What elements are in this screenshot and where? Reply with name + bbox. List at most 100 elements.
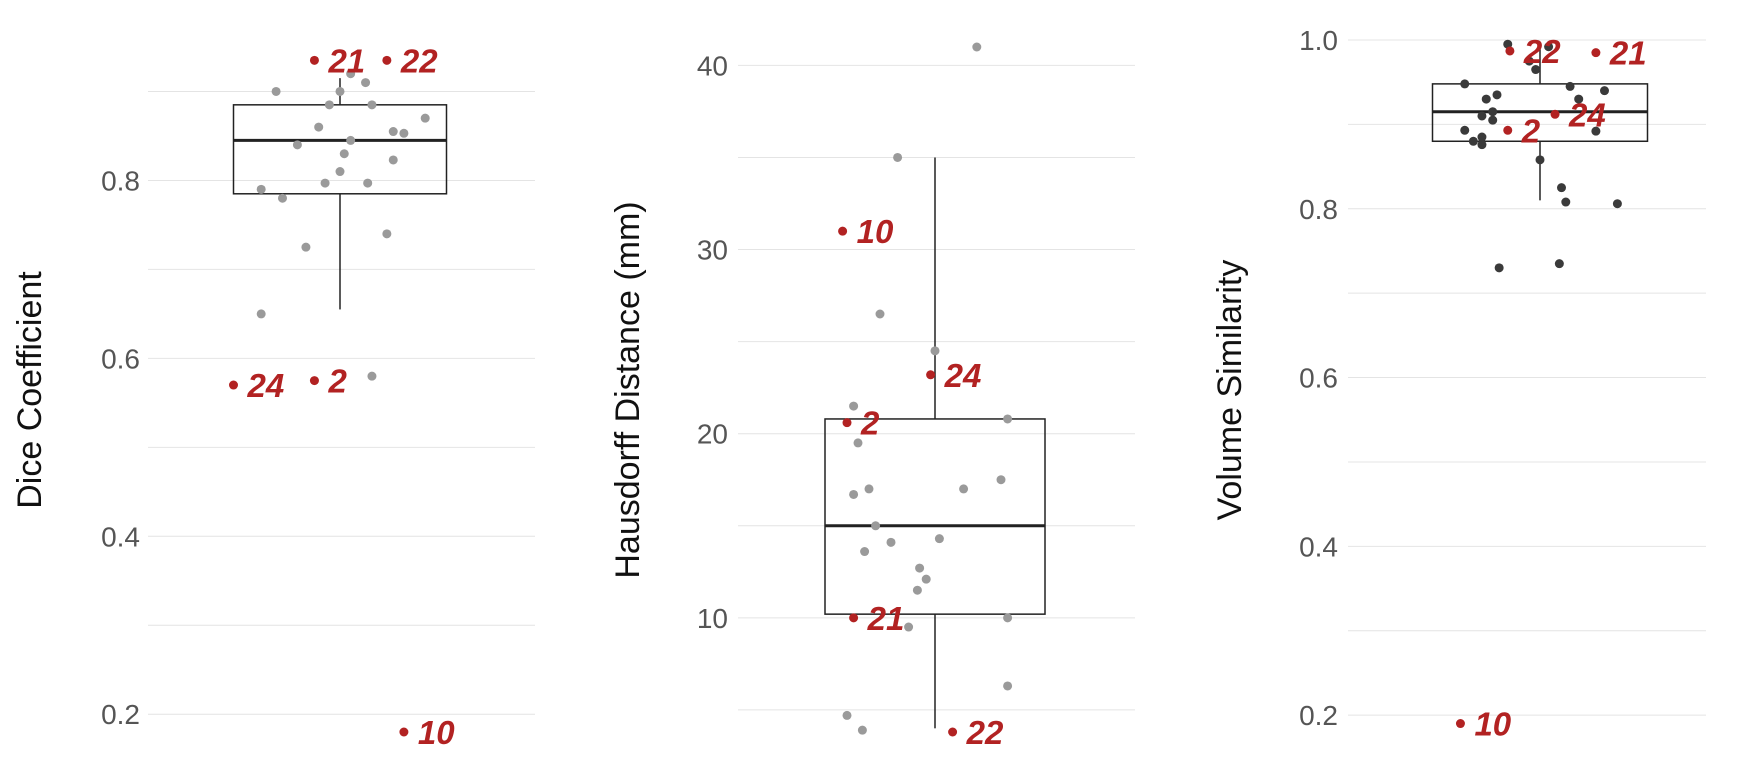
data-point bbox=[959, 484, 969, 494]
y-tick-label: 0.8 bbox=[1299, 194, 1338, 225]
data-point bbox=[256, 184, 266, 194]
data-point bbox=[324, 100, 334, 110]
highlight-label: 2 bbox=[860, 405, 880, 442]
highlight-point bbox=[842, 418, 852, 428]
data-point bbox=[301, 242, 311, 252]
highlight-point bbox=[926, 370, 936, 380]
y-axis-title: Volume Similarity bbox=[1211, 260, 1249, 521]
data-point bbox=[1591, 126, 1601, 136]
highlight-label: 10 bbox=[418, 714, 455, 751]
y-tick-label: 20 bbox=[697, 419, 728, 450]
data-point bbox=[346, 69, 356, 79]
y-tick-label: 40 bbox=[697, 50, 728, 81]
data-point bbox=[367, 100, 377, 110]
highlight-label: 2 bbox=[1521, 112, 1541, 149]
data-point bbox=[915, 563, 925, 573]
data-point bbox=[361, 78, 371, 88]
highlight-label: 22 bbox=[966, 714, 1004, 751]
data-point bbox=[912, 585, 922, 595]
data-point bbox=[849, 401, 859, 411]
data-point bbox=[314, 122, 324, 132]
data-point bbox=[853, 438, 863, 448]
data-point bbox=[886, 537, 896, 547]
data-point bbox=[1460, 79, 1470, 89]
highlight-label: 22 bbox=[400, 42, 438, 79]
data-point bbox=[1494, 263, 1504, 273]
y-tick-label: 0.2 bbox=[1299, 700, 1338, 731]
data-point bbox=[904, 622, 914, 632]
data-point bbox=[1003, 681, 1013, 691]
data-point bbox=[1535, 155, 1545, 165]
y-tick-label: 0.2 bbox=[101, 699, 140, 730]
data-point bbox=[1557, 183, 1566, 193]
data-point bbox=[1492, 90, 1502, 100]
data-point bbox=[893, 152, 903, 162]
data-point bbox=[934, 534, 944, 544]
highlight-point bbox=[1455, 719, 1465, 729]
data-point bbox=[1544, 42, 1554, 52]
highlight-label: 21 bbox=[867, 600, 905, 637]
data-point bbox=[1503, 39, 1513, 49]
panel-2: 10 20 30 40 Hausdorff Distance (mm) 10 24 2 21 22 bbox=[609, 42, 1135, 751]
y-tick-label: 10 bbox=[697, 603, 728, 634]
data-point bbox=[871, 521, 881, 531]
highlight-label: 2 bbox=[327, 363, 347, 400]
highlight-point bbox=[382, 55, 392, 65]
highlight-point bbox=[1550, 109, 1560, 119]
data-point bbox=[921, 574, 931, 584]
data-point bbox=[1600, 86, 1609, 96]
data-point bbox=[1460, 125, 1470, 135]
data-point bbox=[1477, 140, 1487, 150]
data-point bbox=[1481, 94, 1491, 104]
data-point bbox=[1574, 94, 1584, 104]
y-tick-label: 0.8 bbox=[101, 165, 140, 196]
data-point bbox=[420, 113, 430, 123]
y-tick-label: 0.4 bbox=[101, 521, 140, 552]
data-point bbox=[335, 167, 345, 177]
y-tick-label: 1.0 bbox=[1299, 25, 1338, 56]
y-tick-label: 0.6 bbox=[101, 343, 140, 374]
highlight-point bbox=[399, 727, 409, 737]
data-point bbox=[864, 484, 874, 494]
data-point bbox=[1561, 197, 1571, 207]
data-point bbox=[1488, 107, 1498, 117]
data-point bbox=[1003, 613, 1013, 623]
highlight-point bbox=[1503, 125, 1513, 135]
data-point bbox=[363, 178, 373, 188]
data-point bbox=[875, 309, 885, 319]
highlight-point bbox=[309, 376, 319, 386]
data-point bbox=[849, 489, 859, 499]
highlight-label: 10 bbox=[857, 213, 894, 250]
y-tick-label: 0.4 bbox=[1299, 531, 1338, 562]
y-axis-title: Hausdorff Distance (mm) bbox=[609, 201, 647, 578]
highlight-point bbox=[1505, 46, 1515, 56]
highlight-label: 10 bbox=[1474, 706, 1511, 743]
data-point bbox=[271, 86, 281, 96]
iqr-box bbox=[232, 104, 448, 195]
data-point bbox=[1477, 132, 1487, 142]
data-point bbox=[256, 309, 266, 319]
data-point bbox=[1003, 414, 1013, 424]
data-point bbox=[1565, 81, 1575, 91]
y-tick-label: 30 bbox=[697, 235, 728, 266]
data-point bbox=[860, 547, 870, 557]
data-point bbox=[388, 155, 398, 165]
data-point bbox=[399, 128, 409, 138]
data-point bbox=[1554, 259, 1564, 269]
data-point bbox=[1477, 111, 1487, 121]
data-point bbox=[277, 193, 287, 203]
highlight-label: 24 bbox=[247, 367, 285, 404]
data-point bbox=[292, 140, 302, 150]
data-point bbox=[996, 475, 1006, 485]
highlight-point bbox=[948, 727, 958, 737]
data-point bbox=[388, 127, 398, 137]
y-axis-title: Dice Coefficient bbox=[11, 271, 49, 509]
data-point bbox=[1612, 199, 1622, 209]
highlight-point bbox=[1591, 48, 1601, 58]
data-point bbox=[367, 371, 377, 381]
data-point bbox=[1524, 56, 1534, 66]
data-point bbox=[346, 135, 356, 145]
data-point bbox=[857, 725, 867, 735]
